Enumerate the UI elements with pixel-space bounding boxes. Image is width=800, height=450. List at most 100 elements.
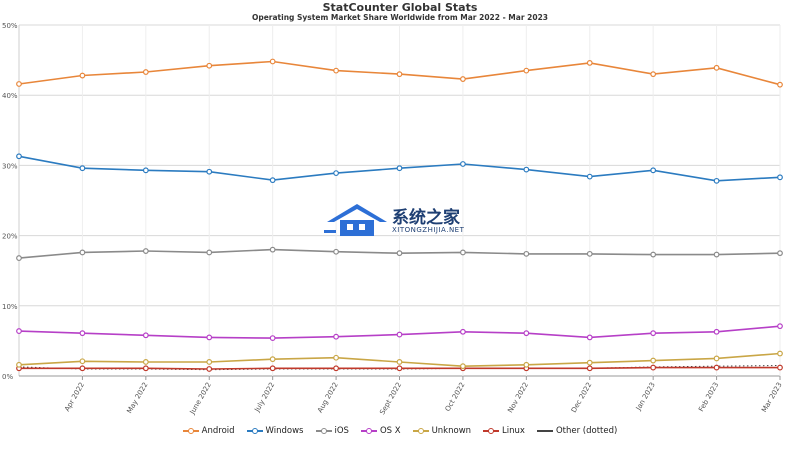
data-point-unknown (79, 358, 86, 365)
legend-item-linux[interactable]: Linux (483, 426, 525, 436)
x-tick-label: Apr 2022 (63, 381, 86, 413)
data-point-linux (79, 365, 86, 372)
data-point-windows (142, 167, 149, 174)
data-point-os-x (586, 334, 593, 341)
x-tick-label: July 2022 (253, 381, 277, 414)
data-point-linux (396, 365, 403, 372)
legend-item-unknown[interactable]: Unknown (412, 426, 472, 436)
data-point-os-x (523, 330, 530, 337)
data-point-ios (460, 249, 466, 256)
data-point-windows (523, 166, 530, 173)
data-point-windows (586, 173, 593, 180)
chart-legend: Android Windows iOS OS X Unknown Linux Other (… (0, 426, 800, 436)
x-tick-label: Dec 2022 (570, 381, 594, 414)
data-point-android (650, 71, 657, 78)
legend-label: Unknown (431, 426, 472, 436)
data-point-unknown (713, 355, 720, 362)
x-tick-label: Jan 2023 (634, 381, 657, 413)
x-tick-label: Mar 2023 (760, 381, 784, 414)
data-point-windows (396, 165, 403, 172)
data-point-android (206, 62, 213, 69)
legend-label: Linux (502, 426, 525, 436)
data-point-unknown (523, 361, 530, 368)
legend-item-other-dotted[interactable]: Other (dotted) (536, 426, 618, 436)
chart-title: StatCounter Global Stats (322, 1, 478, 14)
data-point-linux (650, 364, 657, 371)
data-point-os-x (79, 330, 86, 337)
data-point-unknown (586, 359, 593, 366)
data-point-ios (206, 249, 213, 256)
data-point-android (713, 64, 720, 71)
data-point-unknown (16, 361, 22, 368)
x-tick-label: May 2022 (125, 381, 149, 415)
data-point-os-x (713, 328, 720, 335)
data-point-windows (269, 177, 276, 184)
data-point-windows (333, 170, 339, 177)
data-point-linux (206, 366, 213, 372)
legend-label: Other (dotted) (555, 426, 618, 436)
legend-swatch-icon (182, 427, 199, 435)
data-point-linux (713, 364, 720, 371)
data-point-unknown (650, 357, 657, 364)
data-point-android (586, 60, 593, 66)
data-point-ios (16, 255, 22, 261)
data-point-linux (333, 365, 339, 372)
data-point-ios (713, 251, 720, 258)
y-tick-label: 20% (2, 233, 18, 241)
data-point-os-x (333, 333, 339, 340)
data-point-android (396, 71, 403, 78)
data-point-android (142, 69, 149, 75)
legend-swatch-icon (412, 427, 429, 435)
data-point-android (79, 72, 86, 79)
x-tick-label: Aug 2022 (316, 381, 340, 414)
data-point-unknown (396, 359, 403, 365)
legend-label: iOS (334, 426, 349, 436)
legend-label: Windows (265, 426, 304, 436)
legend-swatch-icon (483, 427, 500, 435)
y-tick-label: 0% (2, 373, 13, 381)
data-point-unknown (333, 354, 339, 361)
x-tick-label: Sept 2022 (378, 381, 403, 416)
legend-swatch-icon (360, 427, 377, 435)
watermark-subtext: XITONGZHIJIA.NET (392, 226, 465, 234)
data-point-ios (586, 250, 593, 257)
data-point-ios (396, 250, 403, 257)
legend-item-windows[interactable]: Windows (246, 426, 304, 436)
data-point-android (269, 58, 276, 65)
legend-item-android[interactable]: Android (182, 426, 235, 436)
x-tick-label: Oct 2022 (444, 381, 467, 413)
data-point-windows (79, 165, 86, 172)
data-point-unknown (460, 363, 466, 370)
data-point-linux (142, 365, 149, 372)
data-point-android (777, 81, 783, 88)
data-point-android (333, 67, 339, 74)
legend-item-os-x[interactable]: OS X (360, 426, 401, 436)
data-point-windows (16, 153, 22, 160)
data-point-linux (586, 365, 593, 372)
legend-label: Android (201, 426, 235, 436)
data-point-unknown (206, 359, 213, 365)
watermark-text: 系统之家 (392, 208, 460, 228)
data-point-ios (269, 246, 276, 253)
legend-swatch-icon (315, 427, 332, 435)
y-tick-label: 30% (2, 162, 18, 170)
data-point-unknown (142, 359, 149, 365)
data-point-ios (79, 249, 86, 256)
data-point-android (16, 81, 22, 87)
data-point-linux (269, 365, 276, 372)
x-tick-label: Nov 2022 (506, 381, 530, 414)
data-point-ios (650, 251, 657, 258)
data-point-unknown (777, 350, 783, 357)
data-point-os-x (396, 331, 403, 338)
x-tick-label: Feb 2023 (697, 381, 720, 413)
y-tick-label: 40% (2, 92, 18, 100)
data-point-os-x (142, 332, 149, 339)
data-point-os-x (650, 330, 657, 337)
y-tick-label: 10% (2, 303, 18, 311)
data-point-ios (333, 248, 339, 255)
legend-item-ios[interactable]: iOS (315, 426, 349, 436)
data-point-windows (650, 167, 657, 174)
data-point-ios (777, 250, 783, 257)
data-point-os-x (206, 334, 213, 341)
data-point-ios (142, 248, 149, 254)
